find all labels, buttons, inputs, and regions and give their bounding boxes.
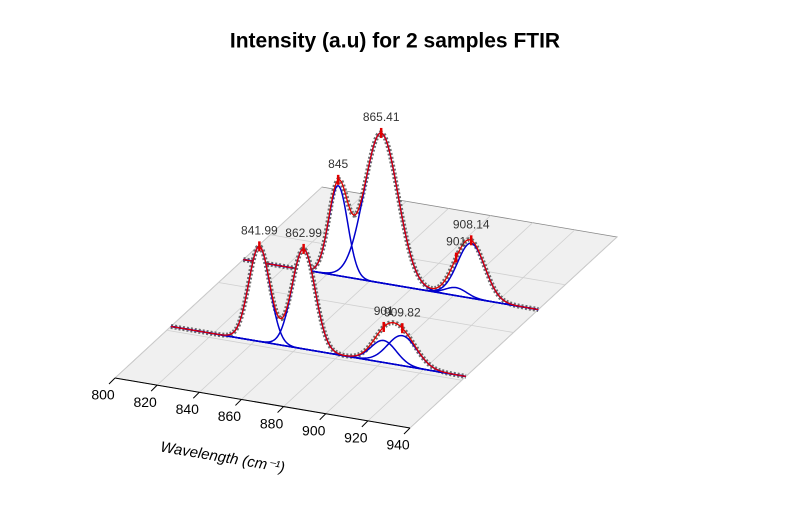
- floor-grid-line: [270, 234, 566, 286]
- x-tick-label: 800: [91, 387, 115, 403]
- grid-line: [325, 222, 533, 415]
- x-tick-label: 880: [260, 415, 284, 431]
- peak-label: 908.14: [453, 217, 490, 231]
- x-tick-label: 900: [302, 422, 326, 438]
- x-tick-label: 840: [176, 401, 200, 417]
- peak-label: 865.41: [363, 110, 400, 124]
- grid-line: [283, 215, 491, 407]
- curve-fill: [170, 246, 466, 377]
- peak-label: 862.99: [285, 226, 322, 240]
- x-tick: [277, 406, 284, 413]
- grid-line: [114, 186, 323, 379]
- fit-curve: [170, 245, 466, 378]
- x-tick: [361, 420, 369, 428]
- x-tick-label: 820: [133, 394, 157, 410]
- x-tick-label: 860: [218, 408, 242, 424]
- x-tick: [319, 413, 327, 421]
- x-axis: [114, 377, 411, 429]
- sample: 845 865.41 901 908.14: [242, 110, 539, 313]
- peak-label: 909.82: [384, 305, 421, 319]
- x-tick-label: 920: [344, 430, 368, 446]
- grid-line: [241, 208, 449, 400]
- chart-title: Intensity (a.u) for 2 samples FTIR: [230, 30, 560, 53]
- x-tick-label: 940: [386, 437, 410, 453]
- x-tick: [403, 427, 411, 435]
- x-tick: [108, 377, 116, 385]
- x-tick: [235, 399, 242, 406]
- grid-line: [367, 229, 576, 422]
- fit-curve: [243, 132, 539, 311]
- peak-label: 845: [328, 157, 348, 171]
- floor-grid-line: [166, 329, 462, 381]
- x-tick: [150, 384, 158, 392]
- peak-label: 901: [446, 235, 466, 249]
- x-tick: [192, 391, 200, 399]
- peak-label: 841.99: [241, 224, 278, 238]
- grid-line: [409, 236, 618, 429]
- peak-label: 901: [374, 304, 394, 318]
